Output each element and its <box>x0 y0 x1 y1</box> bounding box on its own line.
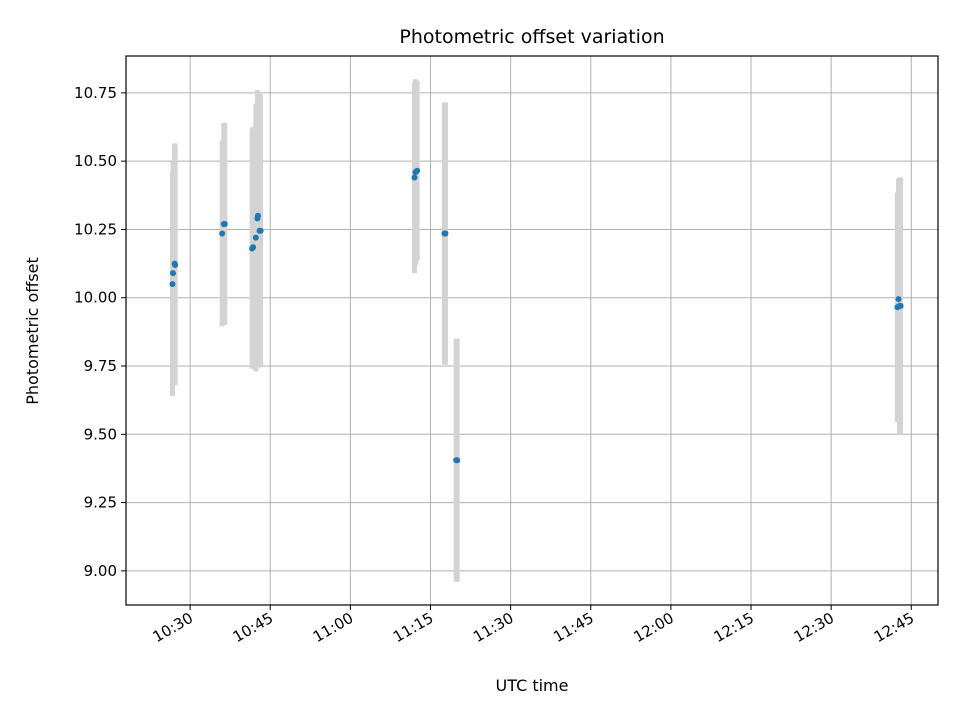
y-tick-label: 9.50 <box>84 425 117 443</box>
data-point <box>254 212 261 219</box>
y-tick-label: 10.75 <box>74 84 117 102</box>
data-point <box>221 220 228 227</box>
y-tick-label: 10.00 <box>74 289 117 307</box>
data-point <box>414 167 421 174</box>
y-tick-label: 9.25 <box>84 494 117 512</box>
data-point <box>219 230 226 237</box>
y-tick-label: 10.25 <box>74 220 117 238</box>
y-axis-label: Photometric offset <box>23 257 42 405</box>
y-tick-label: 9.75 <box>84 357 117 375</box>
data-point <box>172 261 179 268</box>
data-point <box>170 270 177 277</box>
data-points <box>169 167 904 464</box>
data-point <box>411 174 418 181</box>
y-axis-ticks: 9.00 9.25 9.50 9.75 10.00 10.25 10.50 10.75 <box>74 84 126 580</box>
data-point <box>169 281 176 288</box>
data-point <box>250 244 257 251</box>
data-point <box>257 227 264 234</box>
y-tick-label: 10.50 <box>74 152 117 170</box>
chart-title: Photometric offset variation <box>399 26 664 48</box>
data-point <box>442 230 449 237</box>
x-axis-label: UTC time <box>496 676 569 695</box>
grid <box>126 56 938 605</box>
data-point <box>895 296 902 303</box>
plot-frame <box>125 55 939 606</box>
data-point <box>454 457 461 464</box>
data-point <box>252 234 259 241</box>
y-tick-label: 9.00 <box>84 562 117 580</box>
data-point <box>897 302 904 309</box>
